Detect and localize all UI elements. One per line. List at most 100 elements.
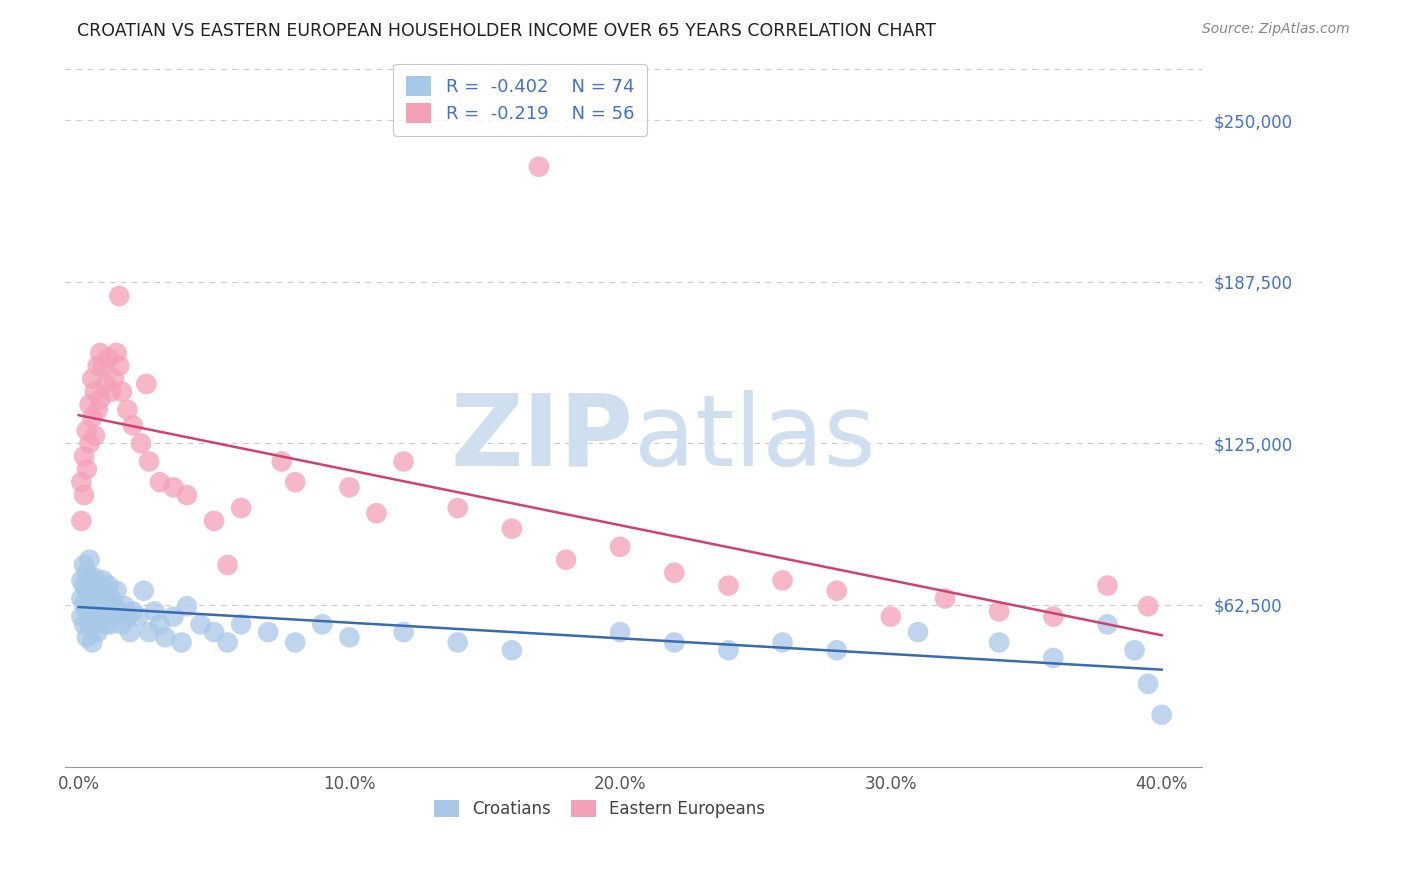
Point (1097, 578, 1119, 592)
Point (176, 599, 198, 614)
Point (73, 597, 96, 611)
Point (103, 599, 125, 614)
Point (91, 359, 114, 373)
Point (284, 635, 307, 649)
Point (108, 359, 131, 373)
Point (94, 376, 117, 391)
Point (1137, 599, 1160, 614)
Point (105, 583, 128, 598)
Point (73, 488, 96, 502)
Point (82, 372, 104, 386)
Point (91, 599, 114, 614)
Point (86, 359, 108, 373)
Point (73, 617, 96, 632)
Point (70, 609, 93, 624)
Point (84, 428, 107, 442)
Point (76, 630, 98, 644)
Text: Source: ZipAtlas.com: Source: ZipAtlas.com (1202, 22, 1350, 37)
Point (89, 346, 111, 360)
Point (114, 599, 136, 614)
Point (825, 643, 848, 657)
Point (82, 410, 104, 425)
Point (121, 418, 143, 433)
Point (117, 609, 139, 624)
Point (76, 462, 98, 476)
Point (76, 604, 98, 618)
Point (270, 454, 292, 468)
Point (501, 643, 523, 657)
Point (138, 454, 160, 468)
Point (97, 578, 120, 592)
Point (111, 617, 134, 632)
Point (880, 609, 903, 624)
Point (108, 604, 131, 618)
Point (121, 604, 143, 618)
Point (149, 475, 172, 490)
Text: ZIP: ZIP (451, 390, 634, 487)
Point (217, 558, 239, 572)
Point (339, 630, 361, 644)
Point (91, 574, 114, 588)
Point (162, 480, 184, 494)
Point (202, 625, 225, 640)
Point (217, 635, 239, 649)
Point (129, 436, 152, 450)
Point (117, 402, 139, 417)
Point (339, 480, 361, 494)
Point (311, 617, 333, 632)
Point (392, 625, 415, 640)
Point (76, 583, 98, 598)
Point (108, 289, 131, 303)
Point (82, 583, 104, 598)
Point (934, 591, 956, 606)
Point (94, 617, 117, 632)
Point (447, 635, 470, 649)
Point (105, 346, 128, 360)
Point (229, 501, 252, 516)
Point (138, 625, 160, 640)
Point (89, 583, 111, 598)
Point (84, 571, 107, 585)
Point (1042, 651, 1064, 665)
Point (100, 384, 122, 399)
Point (73, 450, 96, 464)
Point (609, 540, 631, 554)
Legend: Croatians, Eastern Europeans: Croatians, Eastern Europeans (427, 793, 772, 824)
Point (79, 436, 101, 450)
Point (70, 475, 93, 490)
Point (111, 384, 134, 399)
Point (86, 599, 108, 614)
Point (82, 609, 104, 624)
Point (73, 578, 96, 592)
Point (202, 514, 225, 528)
Point (988, 635, 1011, 649)
Point (127, 609, 149, 624)
Point (366, 506, 388, 520)
Point (86, 402, 108, 417)
Point (162, 609, 184, 624)
Point (1123, 643, 1146, 657)
Point (1042, 609, 1064, 624)
Point (84, 384, 107, 399)
Point (94, 591, 117, 606)
Point (120, 625, 142, 640)
Point (89, 609, 111, 624)
Point (84, 591, 107, 606)
Point (76, 566, 98, 580)
Point (79, 398, 101, 412)
Point (392, 454, 415, 468)
Point (79, 574, 101, 588)
Point (86, 578, 108, 592)
Point (82, 635, 104, 649)
Point (555, 553, 578, 567)
Point (1137, 677, 1160, 691)
Point (717, 643, 740, 657)
Point (664, 635, 686, 649)
Point (772, 574, 794, 588)
Point (988, 604, 1011, 618)
Text: CROATIAN VS EASTERN EUROPEAN HOUSEHOLDER INCOME OVER 65 YEARS CORRELATION CHART: CROATIAN VS EASTERN EUROPEAN HOUSEHOLDER… (77, 22, 936, 40)
Point (79, 617, 101, 632)
Point (97, 351, 120, 365)
Point (97, 609, 120, 624)
Point (86, 625, 108, 640)
